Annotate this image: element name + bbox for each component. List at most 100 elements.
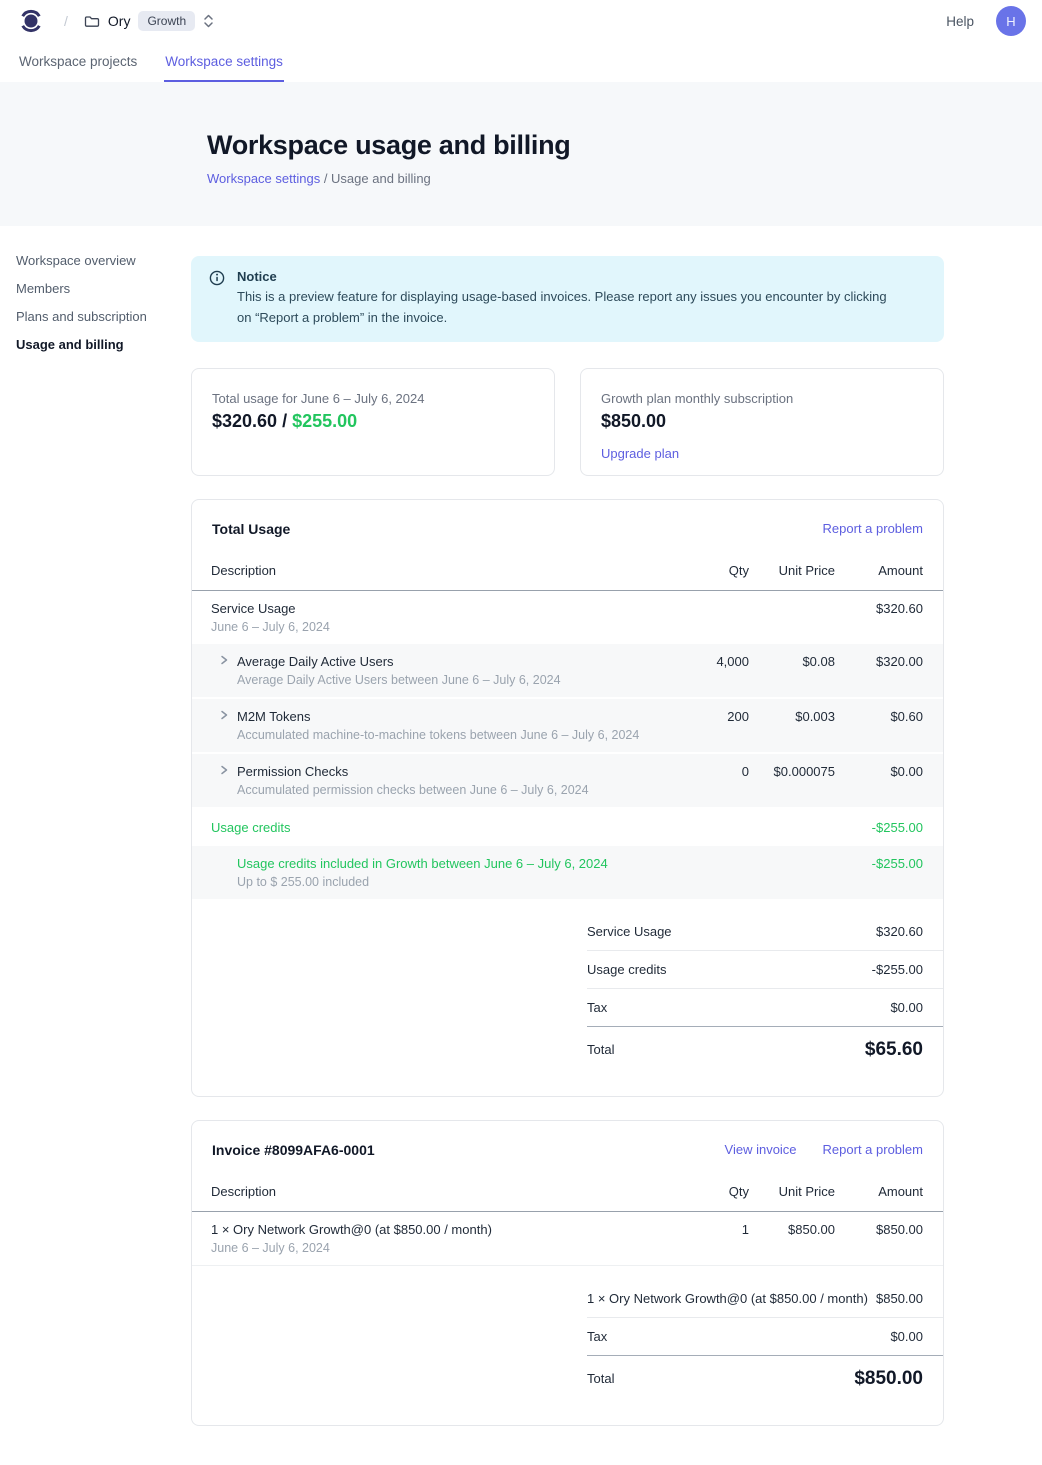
row-amount: -$255.00 [871,855,923,871]
table-row: Usage credits included in Growth between… [192,845,943,899]
expand-chevron-icon[interactable] [220,655,237,688]
row-title: Usage credits [211,819,291,835]
breadcrumb: Workspace settings / Usage and billing [207,171,1042,186]
total-usage-amount: $320.60 / $255.00 [212,411,534,432]
user-avatar[interactable]: H [996,6,1026,36]
total-usage-label: Total usage for June 6 – July 6, 2024 [212,390,425,406]
row-unit-price: $0.08 [802,653,835,669]
row-amount: $0.60 [890,708,923,724]
subscription-label: Growth plan monthly subscription [601,390,794,406]
total-value: $850.00 [854,1367,923,1389]
summary-total-row: Total $850.00 [587,1356,943,1401]
report-problem-link[interactable]: Report a problem [822,521,923,537]
notice-title: Notice [237,269,277,284]
subscription-card: Growth plan monthly subscription $850.00… [580,367,944,476]
expand-chevron-icon[interactable] [220,765,237,798]
row-title: M2M Tokens [237,708,311,724]
view-invoice-link[interactable]: View invoice [724,1142,797,1158]
summary-value: -$255.00 [871,961,923,977]
workspace-switcher[interactable]: Ory Growth [84,11,214,31]
workspace-tabs: Workspace projects Workspace settings [0,42,1042,82]
row-subtitle: June 6 – July 6, 2024 [211,619,330,634]
table-row: Average Daily Active Users Average Daily … [192,643,943,697]
expand-chevron-icon[interactable] [220,710,237,743]
amount-used: $320.60 [212,410,278,431]
breadcrumb-settings-link[interactable]: Workspace settings [207,171,321,186]
summary-row: Service Usage $320.60 [587,913,943,951]
summary-label: 1 × Ory Network Growth@0 (at $850.00 / m… [587,1290,868,1306]
subscription-amount: $850.00 [601,410,667,431]
column-header-description: Description [211,562,277,578]
invoice-title: Invoice #8099AFA6-0001 [212,1141,375,1158]
column-header-qty: Qty [728,1183,749,1199]
table-row: Permission Checks Accumulated permission … [192,753,943,807]
breadcrumb-current: / Usage and billing [320,171,431,186]
summary-label: Tax [587,1328,608,1344]
panel-title: Total Usage [212,520,291,537]
table-row: M2M Tokens Accumulated machine-to-machine… [192,698,943,752]
selector-chevrons-icon[interactable] [203,13,214,29]
report-problem-link[interactable]: Report a problem [822,1142,923,1158]
help-link[interactable]: Help [946,13,974,29]
total-usage-panel: Total Usage Report a problem Description… [191,498,944,1097]
invoice-summary: 1 × Ory Network Growth@0 (at $850.00 / m… [587,1280,943,1401]
row-qty: 4,000 [716,653,749,669]
row-title: 1 × Ory Network Growth@0 (at $850.00 / m… [211,1221,492,1237]
row-amount: $320.60 [876,600,923,616]
column-header-amount: Amount [878,1183,923,1199]
usage-summary: Service Usage $320.60 Usage credits -$255.0… [587,913,943,1072]
ory-logo-icon[interactable] [16,6,46,36]
column-header-unit-price: Unit Price [778,562,835,578]
row-title: Permission Checks [237,763,349,779]
summary-value: $850.00 [876,1290,923,1306]
total-value: $65.60 [864,1038,923,1060]
row-unit-price: $0.003 [795,708,835,724]
row-amount: -$255.00 [871,819,923,835]
plan-badge: Growth [138,11,196,31]
row-qty: 200 [727,708,749,724]
table-row: Usage credits -$255.00 [192,809,943,846]
row-title: Service Usage [211,600,296,616]
row-unit-price: $0.000075 [773,763,835,779]
page-title: Workspace usage and billing [207,130,571,160]
sidebar-item-plans-and-subscription[interactable]: Plans and subscription [16,309,147,324]
summary-value: $0.00 [890,1328,923,1344]
column-header-description: Description [211,1183,277,1199]
sidebar-item-usage-and-billing[interactable]: Usage and billing [16,337,124,352]
row-subtitle: Average Daily Active Users between June … [237,672,561,687]
sidebar-item-workspace-overview[interactable]: Workspace overview [16,253,136,268]
row-amount: $320.00 [876,653,923,669]
summary-row: Tax $0.00 [587,1318,943,1356]
summary-row: Usage credits -$255.00 [587,951,943,989]
invoice-panel: Invoice #8099AFA6-0001 View invoice Repo… [191,1119,944,1426]
column-header-qty: Qty [728,562,749,578]
invoice-table-header: Description Qty Unit Price Amount [192,1175,943,1212]
workspace-name: Ory [107,13,131,29]
top-bar: / Ory Growth Help H [0,0,1042,42]
summary-label: Tax [587,999,608,1015]
summary-row: 1 × Ory Network Growth@0 (at $850.00 / m… [587,1280,943,1318]
row-amount: $850.00 [876,1221,923,1237]
upgrade-plan-link[interactable]: Upgrade plan [601,445,680,461]
preview-notice: Notice This is a preview feature for dis… [191,256,944,342]
folder-icon [84,14,100,29]
row-title: Average Daily Active Users [237,653,394,669]
table-row: 1 × Ory Network Growth@0 (at $850.00 / m… [192,1212,943,1266]
page-header: Workspace usage and billing Workspace se… [0,82,1042,226]
sidebar-item-members[interactable]: Members [16,281,71,296]
row-qty: 1 [741,1221,749,1237]
total-label: Total [587,1371,615,1387]
total-label: Total [587,1042,615,1058]
summary-label: Usage credits [587,961,667,977]
row-qty: 0 [741,763,749,779]
summary-value: $320.60 [876,923,923,939]
tab-workspace-settings[interactable]: Workspace settings [164,42,284,82]
row-subtitle: Accumulated machine-to-machine tokens be… [237,727,640,742]
amount-credit: $255.00 [292,410,358,431]
column-header-amount: Amount [878,562,923,578]
info-icon [209,270,225,329]
row-subtitle: June 6 – July 6, 2024 [211,1240,330,1255]
notice-body: This is a preview feature for displaying… [237,289,887,325]
tab-workspace-projects[interactable]: Workspace projects [19,53,138,69]
settings-sidebar: Workspace overview Members Plans and subsc… [0,226,191,365]
